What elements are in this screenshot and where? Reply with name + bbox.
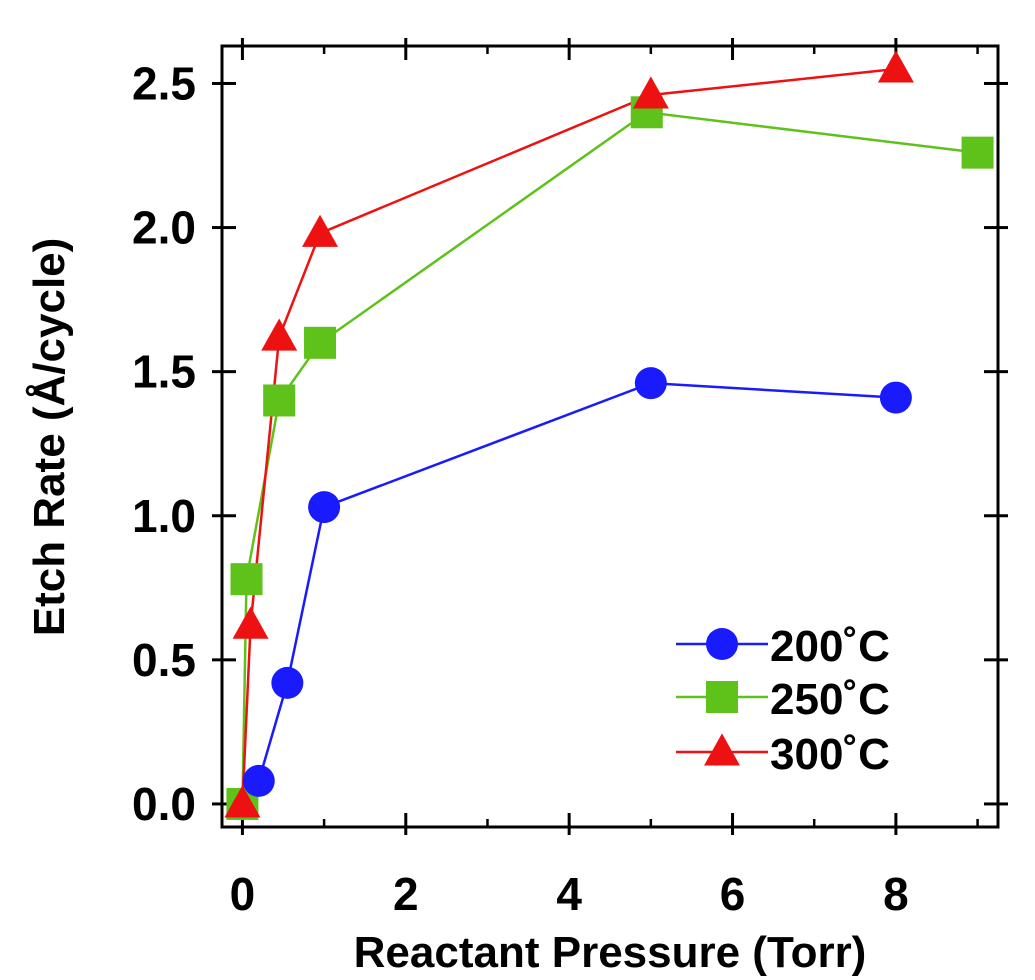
data-point [224,785,261,818]
data-point [242,764,275,797]
data-point [271,666,304,699]
data-point [632,76,669,109]
legend-label: 200˚C [770,622,890,671]
data-point [877,50,914,83]
legend-marker [706,681,738,713]
data-point [879,381,912,414]
data-point [263,384,296,417]
y-axis-title: Etch Rate (Å/cycle) [25,238,74,637]
x-axis-title: Reactant Pressure (Torr) [354,928,867,977]
y-tick-label: 2.5 [132,57,196,109]
series-line [241,67,897,805]
legend-marker [704,733,740,766]
data-point [961,136,994,169]
data-point [308,491,341,524]
axis-tick-labels: 0 2 4 6 8 0.0 0.5 1.0 1.5 2.0 2.5 [132,57,909,920]
x-tick-label: 8 [883,868,909,920]
y-tick-label: 2.0 [132,202,196,254]
x-tick-label: 4 [556,868,582,920]
data-point [304,326,337,359]
y-tick-label: 1.5 [132,346,196,398]
x-tick-label: 2 [393,868,419,920]
y-tick-label: 0.5 [132,634,196,686]
data-point [261,318,298,351]
legend-label: 250˚C [770,675,890,724]
legend-marker [706,628,738,660]
x-tick-label: 6 [720,868,746,920]
series-layer [224,50,994,820]
data-point [230,563,263,596]
y-tick-label: 0.0 [132,778,196,830]
data-point [302,214,339,247]
data-point [634,367,667,400]
x-tick-label: 0 [230,868,256,920]
plot-frame [220,44,1000,829]
y-tick-label: 1.0 [132,490,196,542]
legend-label: 300˚C [770,730,890,779]
data-point [232,606,269,639]
axis-ticks [212,38,1008,835]
